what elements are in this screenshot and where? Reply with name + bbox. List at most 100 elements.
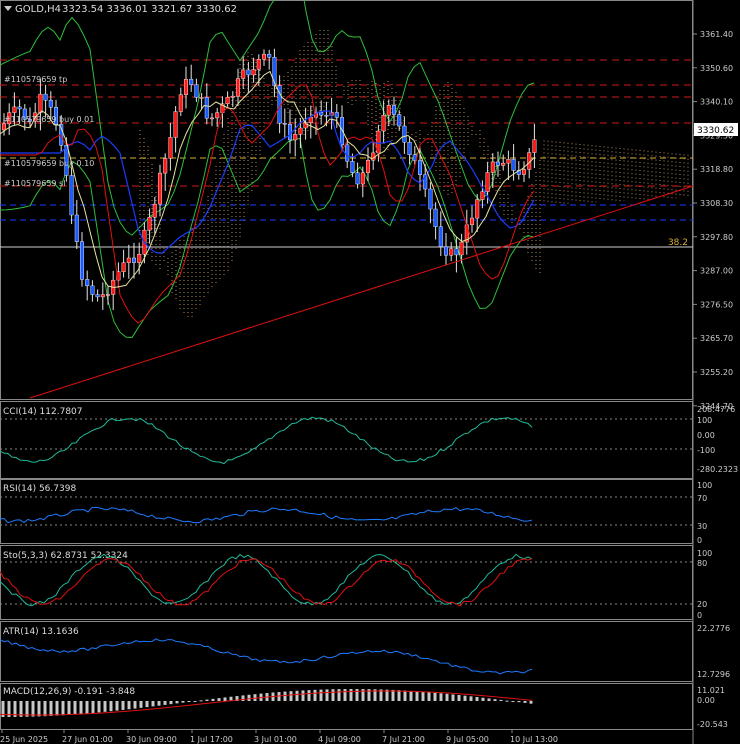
candle-body xyxy=(522,169,527,175)
sto-main-line xyxy=(0,553,533,607)
macd-histogram-bar xyxy=(43,701,47,717)
candle-body xyxy=(168,137,173,159)
macd-histogram-bar xyxy=(139,701,143,708)
macd-histogram-bar xyxy=(133,701,137,709)
macd-histogram-bar xyxy=(109,701,113,712)
macd-histogram-bar xyxy=(439,693,443,701)
candle-body xyxy=(100,294,105,298)
sto-tick: 80 xyxy=(697,559,707,568)
candle-body xyxy=(490,161,495,173)
macd-histogram-bar xyxy=(463,695,467,701)
macd-histogram-bar xyxy=(193,701,197,702)
candle-body xyxy=(235,78,240,97)
candle-body xyxy=(230,95,235,98)
macd-histogram-bar xyxy=(61,701,65,716)
candle-body xyxy=(54,107,59,125)
rsi-tick: 100 xyxy=(697,481,712,490)
candle-body xyxy=(272,57,277,86)
order-buy-label: #110579659 buy 0.01 xyxy=(4,115,94,124)
macd-histogram-bar xyxy=(211,698,215,701)
macd-histogram-bar xyxy=(445,693,449,701)
trendline[interactable] xyxy=(29,185,694,399)
macd-histogram-bar xyxy=(151,701,155,707)
macd-histogram-bar xyxy=(373,689,377,701)
cci-panel[interactable]: CCI(14) 112.7807 xyxy=(0,401,693,479)
candle-body xyxy=(64,144,69,176)
candle-body xyxy=(418,160,423,175)
order-labels: #110579659 tp #110579659 buy 0.01 #11057… xyxy=(4,75,94,188)
candle-body xyxy=(298,127,303,135)
cci-tick: -100 xyxy=(697,446,715,455)
macd-histogram-bar xyxy=(391,689,395,701)
candle-body xyxy=(90,285,95,295)
main-price-panel[interactable] xyxy=(0,0,693,400)
candle-body xyxy=(152,203,157,218)
macd-tick: 0.00 xyxy=(697,696,715,705)
rsi-axis: 100 70 30 0 xyxy=(697,481,712,545)
fast-ma-line xyxy=(0,70,535,289)
macd-histogram-bar xyxy=(175,701,179,704)
candle-body xyxy=(204,97,209,119)
candle-body xyxy=(355,172,360,185)
stochastic-panel[interactable]: Sto(5,3,3) 62.8731 52.3324 xyxy=(0,545,693,620)
price-tick-label: 3297.80 xyxy=(700,233,733,242)
macd-histogram-bar xyxy=(1,701,5,717)
horizontal-levels xyxy=(0,59,693,248)
candle-body xyxy=(475,199,480,219)
candle-body xyxy=(194,84,199,98)
macd-histogram-bar xyxy=(217,698,221,701)
macd-histogram-bar xyxy=(451,694,455,701)
macd-histogram-bar xyxy=(199,700,203,702)
rsi-tick: 0 xyxy=(697,536,702,545)
ohlc-values: 3323.54 3336.01 3321.67 3330.62 xyxy=(62,4,237,15)
candle-body xyxy=(95,294,100,298)
macd-histogram-bar xyxy=(205,699,209,701)
macd-histogram-bar xyxy=(187,701,191,702)
price-tick-label: 3308.30 xyxy=(700,199,733,208)
candle-body xyxy=(28,119,33,122)
dropdown-triangle-icon[interactable] xyxy=(4,6,12,11)
cci-line xyxy=(0,416,533,465)
moving-averages xyxy=(0,70,535,324)
candle-body xyxy=(262,53,267,60)
sto-tick: 20 xyxy=(697,600,707,609)
candle-body xyxy=(2,123,6,131)
macd-signal-line xyxy=(0,690,533,716)
candle-body xyxy=(251,69,256,76)
macd-histogram-bar xyxy=(307,690,311,701)
candle-body xyxy=(48,100,53,108)
order-sl-label: #110579659 sl xyxy=(4,179,65,188)
candle-body xyxy=(116,271,121,281)
candle-body xyxy=(449,248,454,256)
macd-histogram-bar xyxy=(163,701,167,705)
candle-body xyxy=(246,69,251,76)
current-price-box xyxy=(694,123,738,136)
cci-axis: 208.4776 100 0.00 -100 -280.2323 xyxy=(697,405,738,474)
macd-histogram-bar xyxy=(505,700,509,702)
macd-histogram-bar xyxy=(49,701,53,716)
candle-body xyxy=(241,69,246,79)
macd-histogram-bar xyxy=(91,701,95,713)
macd-histogram-bar xyxy=(397,690,401,701)
atr-line xyxy=(0,638,533,675)
candle-body xyxy=(157,172,162,205)
rsi-line xyxy=(0,506,533,524)
cci-tick: 208.4776 xyxy=(697,405,735,414)
macd-histogram-bar xyxy=(361,689,365,701)
macd-tick: -20.543 xyxy=(697,720,728,729)
candle-body xyxy=(137,254,142,263)
candle-body xyxy=(189,78,194,85)
candle-body xyxy=(433,208,438,227)
candle-body xyxy=(428,188,433,210)
macd-histogram-bar xyxy=(487,698,491,701)
rsi-panel[interactable]: RSI(14) 56.7398 xyxy=(0,479,693,544)
order-tp-label: #110579659 tp xyxy=(4,75,67,84)
macd-histogram-bar xyxy=(517,701,521,703)
macd-histogram-bar xyxy=(367,689,371,701)
candle-body xyxy=(225,97,230,105)
time-tick-label: 7 Jul 21:00 xyxy=(382,735,425,744)
candle-body xyxy=(43,93,48,101)
rsi-tick: 70 xyxy=(697,494,707,503)
atr-panel[interactable]: ATR(14) 13.1636 xyxy=(0,621,693,682)
